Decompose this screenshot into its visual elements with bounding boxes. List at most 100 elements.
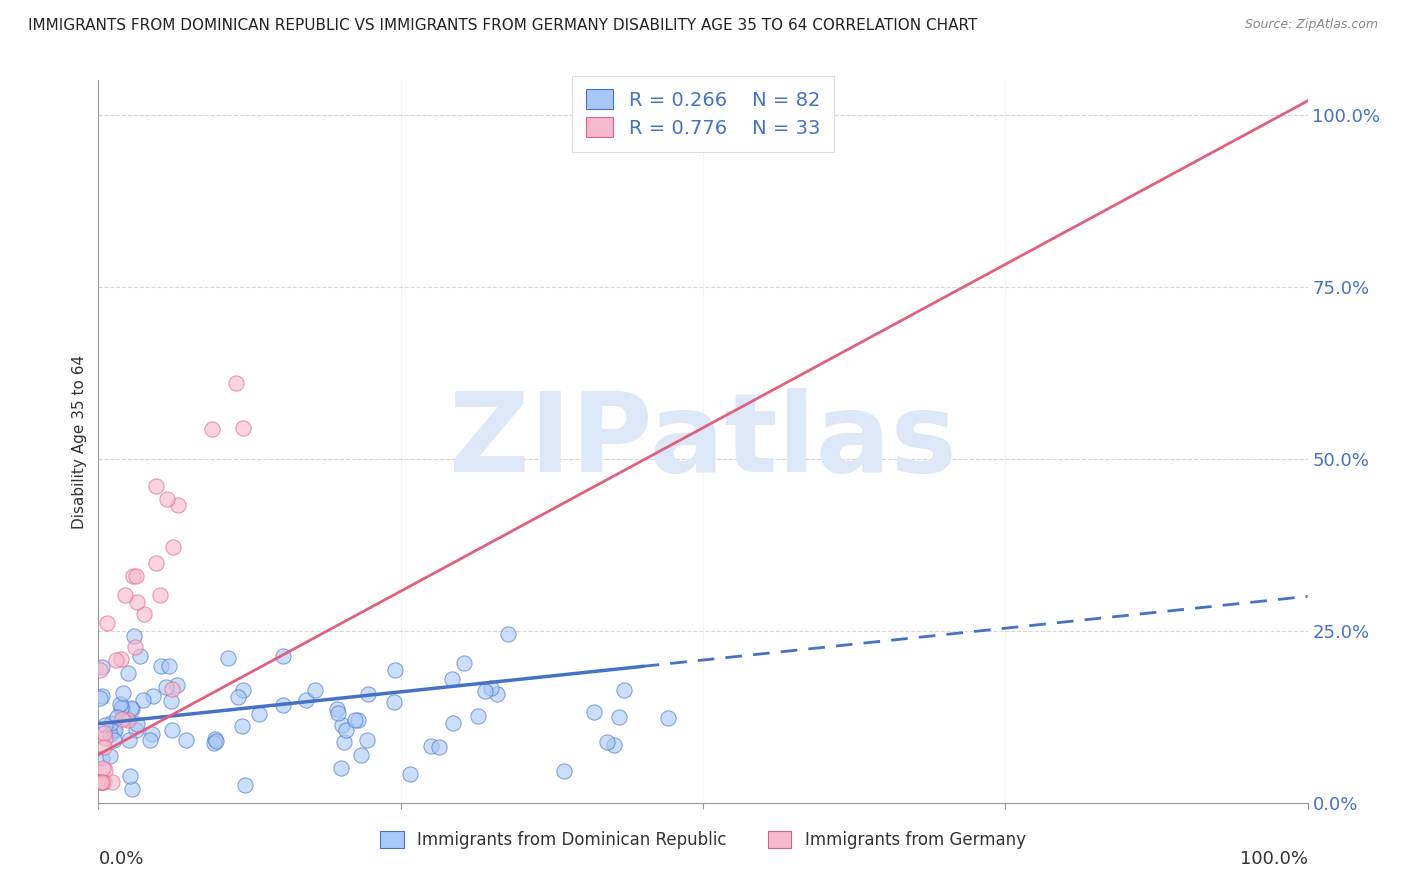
Point [149,588,172,602]
Point [101,775,124,789]
Point [110,652,132,666]
Point [231,719,253,733]
Point [124,640,146,654]
Point [125,723,148,737]
Point [121,702,143,716]
Point [603,738,626,752]
Point [384,663,406,677]
Point [356,732,378,747]
Point [94,731,117,746]
Point [100,716,122,731]
Point [90,751,112,765]
Point [91,761,114,775]
Point [304,682,326,697]
Point [94,764,117,778]
Point [118,732,141,747]
Point [330,717,353,731]
Point [384,695,406,709]
Point [120,700,142,714]
Point [225,376,247,390]
Point [329,761,352,775]
Point [111,712,134,726]
Point [157,658,180,673]
Point [127,595,149,609]
Point [467,708,489,723]
Point [93,726,115,740]
Point [89,691,111,706]
Point [139,733,162,747]
Point [112,686,135,700]
Point [94,718,117,732]
Point [481,681,503,695]
Point [441,716,464,731]
Point [149,658,172,673]
Point [326,702,349,716]
Point [132,693,155,707]
Point [233,778,256,792]
Point [582,705,605,719]
Point [247,706,270,721]
Point [485,687,508,701]
Point [474,684,496,698]
Point [328,706,350,720]
Point [335,723,357,737]
Point [103,723,125,738]
Point [204,732,226,747]
Point [162,682,184,697]
Point [344,713,367,727]
Text: 0.0%: 0.0% [98,850,143,868]
Point [90,775,112,789]
Y-axis label: Disability Age 35 to 64: Disability Age 35 to 64 [72,354,87,529]
Point [295,693,318,707]
Point [232,682,254,697]
Point [117,714,139,728]
Point [162,540,184,554]
Point [204,735,226,749]
Point [93,775,115,789]
Point [553,764,575,778]
Point [90,775,112,789]
Point [155,680,177,694]
Point [357,687,380,701]
Text: IMMIGRANTS FROM DOMINICAN REPUBLIC VS IMMIGRANTS FROM GERMANY DISABILITY AGE 35 : IMMIGRANTS FROM DOMINICAN REPUBLIC VS IM… [28,18,977,33]
Point [121,569,143,583]
Point [333,734,356,748]
Point [609,710,631,724]
Text: ZIPatlas: ZIPatlas [449,388,957,495]
Point [496,627,519,641]
Text: 100.0%: 100.0% [1240,850,1308,868]
Point [226,690,249,704]
Point [350,748,373,763]
Point [657,711,679,725]
Point [91,659,114,673]
Point [156,491,179,506]
Point [125,569,148,583]
Point [596,735,619,749]
Point [271,649,294,664]
Point [166,678,188,692]
Point [110,700,132,714]
Point [347,713,370,727]
Point [89,663,111,677]
Point [205,734,228,748]
Point [441,673,464,687]
Point [115,711,138,725]
Point [160,723,183,738]
Point [453,656,475,670]
Point [419,739,441,753]
Point [89,775,111,789]
Text: Source: ZipAtlas.com: Source: ZipAtlas.com [1244,18,1378,31]
Point [117,665,139,680]
Point [105,709,128,723]
Point [91,689,114,703]
Point [96,616,118,631]
Point [125,717,148,731]
Point [110,697,132,711]
Point [613,683,636,698]
Point [145,556,167,570]
Point [142,689,165,703]
Point [118,770,141,784]
Point [427,739,450,754]
Point [217,651,239,665]
Point [232,420,254,434]
